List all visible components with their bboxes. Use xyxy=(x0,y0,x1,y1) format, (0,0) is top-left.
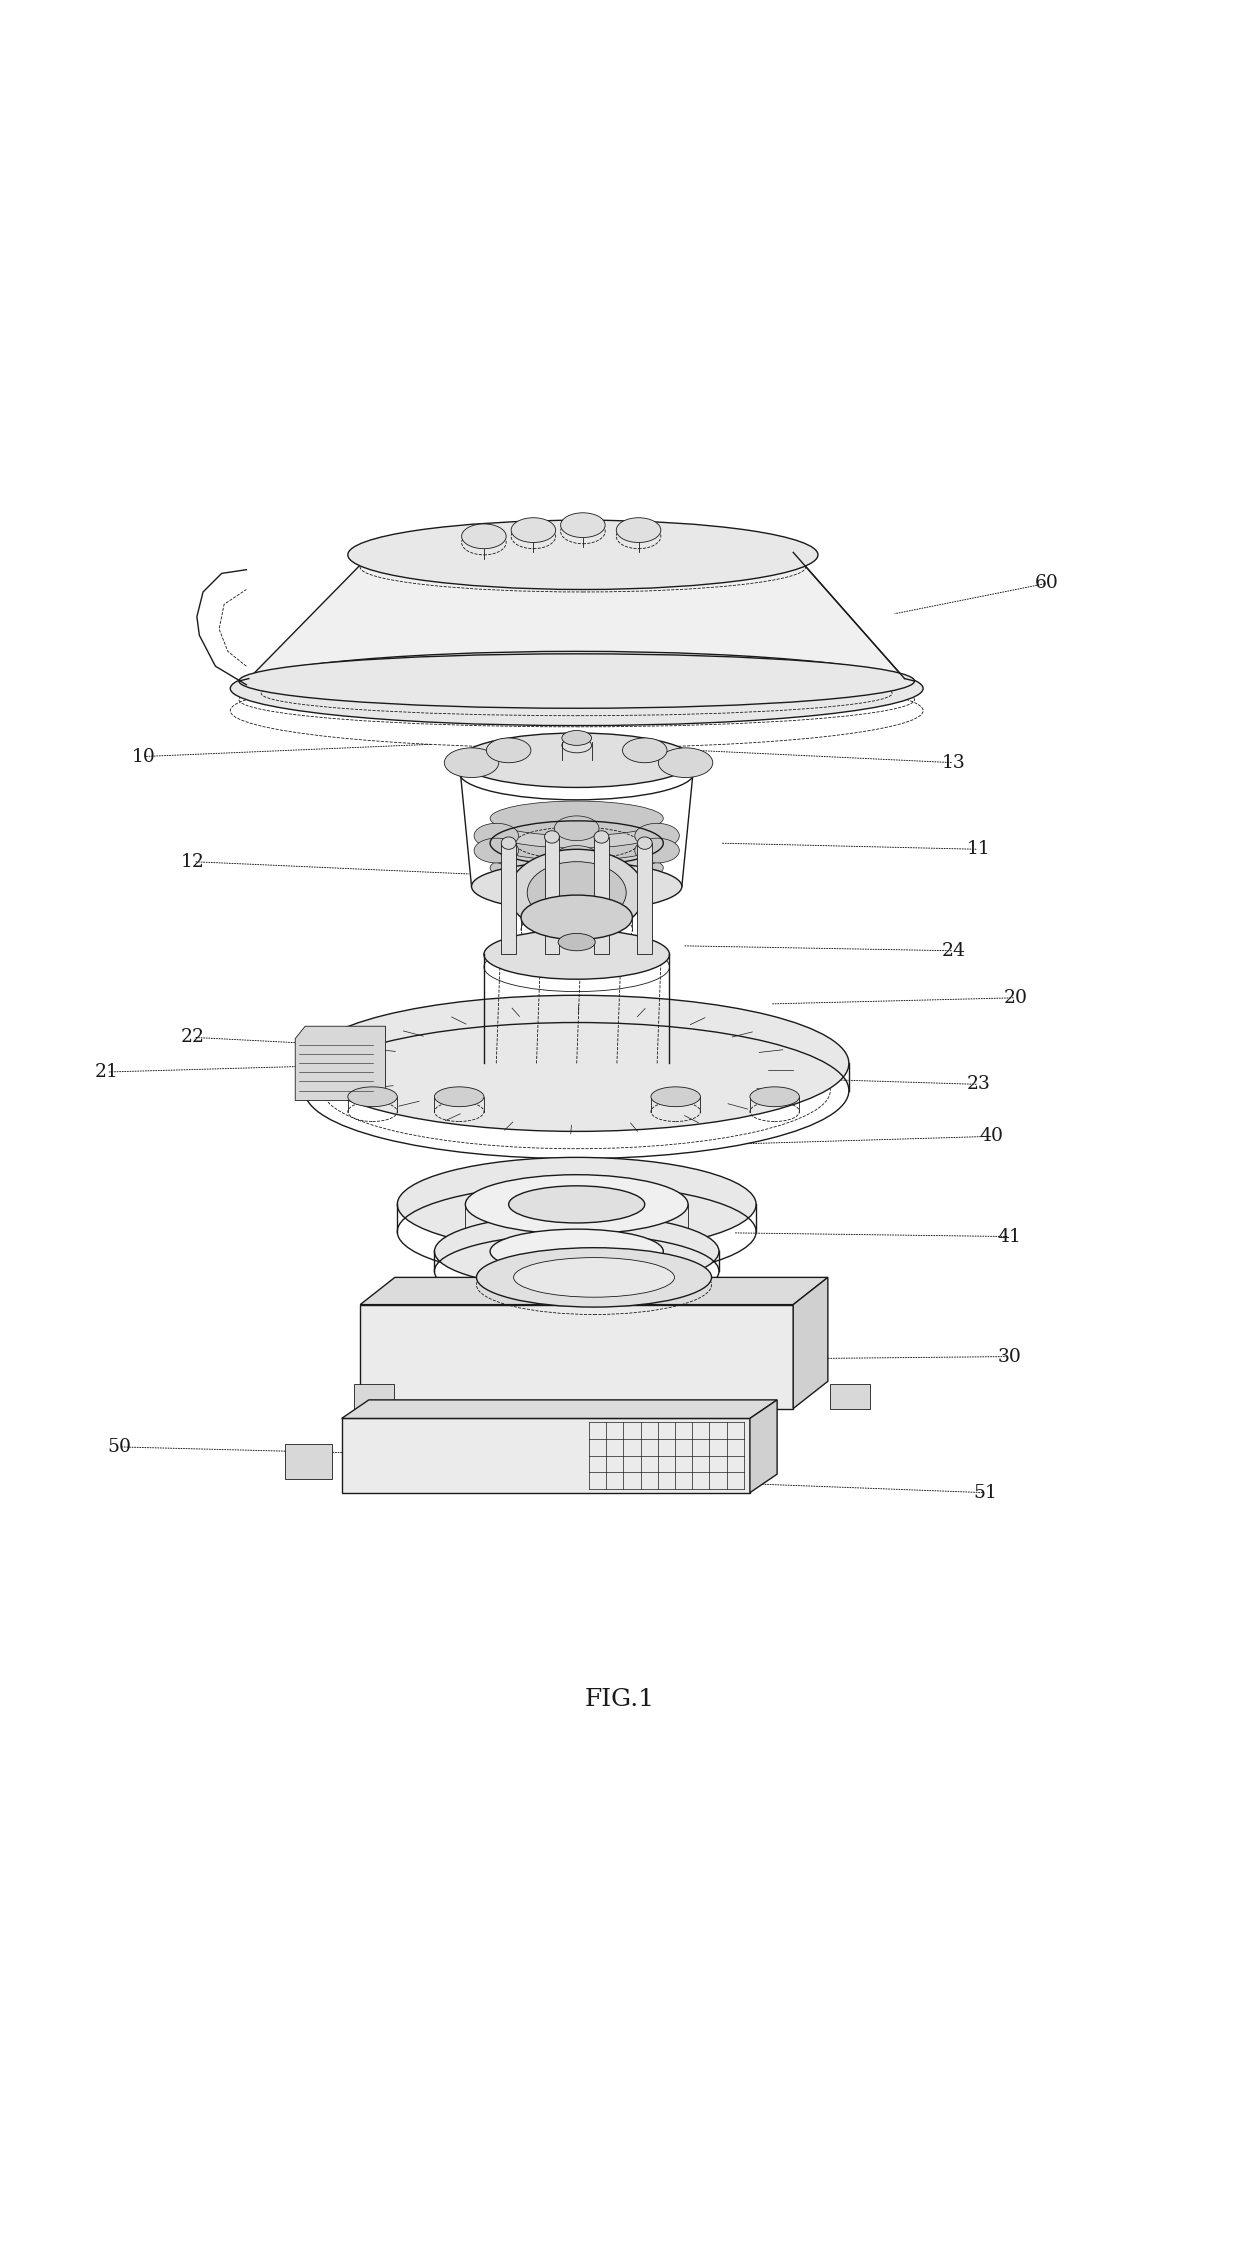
Ellipse shape xyxy=(554,846,599,870)
Text: 30: 30 xyxy=(998,1348,1022,1366)
Ellipse shape xyxy=(476,1247,712,1308)
Ellipse shape xyxy=(490,1229,663,1274)
Polygon shape xyxy=(249,552,904,680)
Text: 41: 41 xyxy=(998,1227,1022,1245)
Ellipse shape xyxy=(490,864,663,897)
Ellipse shape xyxy=(558,933,595,951)
Ellipse shape xyxy=(511,518,556,543)
Ellipse shape xyxy=(397,1157,756,1252)
Text: 24: 24 xyxy=(942,942,966,960)
Ellipse shape xyxy=(347,520,818,590)
Ellipse shape xyxy=(490,814,663,848)
Polygon shape xyxy=(544,837,559,956)
Ellipse shape xyxy=(459,733,694,787)
Polygon shape xyxy=(750,1400,777,1492)
Ellipse shape xyxy=(490,801,663,837)
Ellipse shape xyxy=(521,895,632,940)
Ellipse shape xyxy=(651,1088,701,1106)
Text: FIG.1: FIG.1 xyxy=(585,1687,655,1711)
Text: 50: 50 xyxy=(107,1438,131,1456)
Ellipse shape xyxy=(508,1187,645,1222)
Polygon shape xyxy=(831,1384,870,1409)
Polygon shape xyxy=(295,1027,386,1101)
Polygon shape xyxy=(637,843,652,956)
Ellipse shape xyxy=(513,1258,675,1296)
Ellipse shape xyxy=(465,1175,688,1234)
Polygon shape xyxy=(594,837,609,956)
Ellipse shape xyxy=(474,839,518,864)
Ellipse shape xyxy=(490,839,663,873)
Text: 23: 23 xyxy=(967,1074,991,1092)
Text: 60: 60 xyxy=(1035,574,1059,592)
Text: 40: 40 xyxy=(980,1128,1003,1146)
Ellipse shape xyxy=(484,931,670,980)
Ellipse shape xyxy=(562,731,591,745)
Ellipse shape xyxy=(622,738,667,763)
Polygon shape xyxy=(360,1305,794,1409)
Ellipse shape xyxy=(594,830,609,843)
Ellipse shape xyxy=(434,1088,484,1106)
Ellipse shape xyxy=(444,747,498,778)
Ellipse shape xyxy=(474,823,518,848)
Ellipse shape xyxy=(501,837,516,850)
Text: 13: 13 xyxy=(942,754,966,772)
Ellipse shape xyxy=(471,861,682,911)
Ellipse shape xyxy=(560,514,605,538)
Ellipse shape xyxy=(554,816,599,841)
Text: 21: 21 xyxy=(94,1063,119,1081)
Ellipse shape xyxy=(544,830,559,843)
Text: 51: 51 xyxy=(973,1483,997,1501)
Ellipse shape xyxy=(434,1213,719,1287)
Text: 10: 10 xyxy=(131,747,155,765)
Polygon shape xyxy=(342,1418,750,1492)
Ellipse shape xyxy=(347,1088,397,1106)
Ellipse shape xyxy=(637,837,652,850)
Polygon shape xyxy=(353,1384,393,1409)
Text: 12: 12 xyxy=(181,852,205,870)
Polygon shape xyxy=(501,843,516,956)
Ellipse shape xyxy=(616,518,661,543)
Ellipse shape xyxy=(635,839,680,864)
Text: 11: 11 xyxy=(967,841,991,859)
Ellipse shape xyxy=(490,825,663,861)
Ellipse shape xyxy=(461,525,506,550)
Text: 22: 22 xyxy=(181,1027,205,1047)
Polygon shape xyxy=(360,1279,828,1305)
Polygon shape xyxy=(794,1279,828,1409)
Ellipse shape xyxy=(635,823,680,848)
Ellipse shape xyxy=(527,861,626,924)
Ellipse shape xyxy=(508,850,645,935)
Ellipse shape xyxy=(486,738,531,763)
Polygon shape xyxy=(285,1444,332,1478)
Ellipse shape xyxy=(750,1088,800,1106)
Ellipse shape xyxy=(658,747,713,778)
Ellipse shape xyxy=(231,650,923,724)
Text: 20: 20 xyxy=(1004,989,1028,1007)
Polygon shape xyxy=(342,1400,777,1418)
Ellipse shape xyxy=(239,653,914,709)
Ellipse shape xyxy=(305,996,849,1130)
Ellipse shape xyxy=(490,850,663,886)
